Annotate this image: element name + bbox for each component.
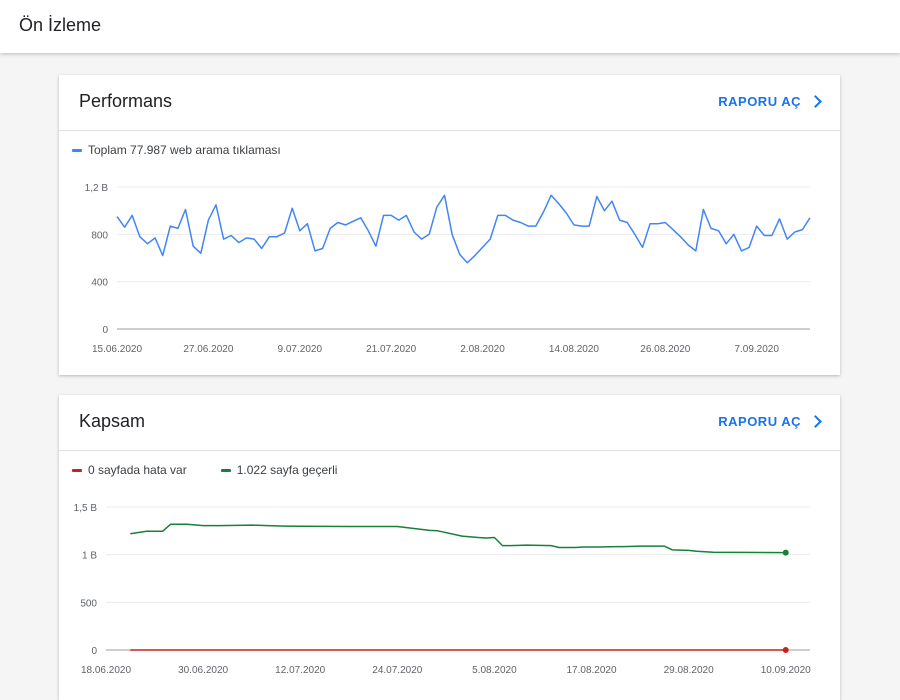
x-tick-label: 21.07.2020 bbox=[366, 344, 416, 355]
legend-item-valid[interactable]: 1.022 sayfa geçerli bbox=[220, 463, 338, 477]
x-tick-label: 30.06.2020 bbox=[178, 665, 228, 676]
coverage-chart: 0 500 1 B 1,5 B 18.06.2020 30.06.2020 12.07.20… bbox=[74, 503, 812, 676]
performance-card-header: Performans RAPORU AÇ bbox=[59, 75, 840, 131]
series-end-marker bbox=[782, 647, 789, 653]
legend-item-clicks[interactable]: Toplam 77.987 web arama tıklaması bbox=[72, 143, 281, 157]
performance-open-report-link[interactable]: RAPORU AÇ bbox=[718, 94, 822, 109]
coverage-card-header: Kapsam RAPORU AÇ bbox=[59, 395, 840, 451]
x-tick-label: 10.09.2020 bbox=[761, 665, 811, 676]
coverage-card: Kapsam RAPORU AÇ 0 sayfada hata var 1.02… bbox=[59, 395, 840, 700]
x-tick-label: 29.08.2020 bbox=[664, 665, 714, 676]
x-tick-label: 5.08.2020 bbox=[472, 665, 517, 676]
legend-swatch-clicks bbox=[72, 148, 82, 152]
legend-label-valid: 1.022 sayfa geçerli bbox=[236, 463, 338, 477]
x-tick-label: 27.06.2020 bbox=[183, 344, 233, 355]
y-tick-label: 500 bbox=[80, 598, 97, 609]
top-bar: Ön İzleme bbox=[0, 0, 900, 53]
coverage-open-report-label: RAPORU AÇ bbox=[718, 414, 801, 429]
y-tick-label: 0 bbox=[91, 646, 97, 657]
x-tick-label: 2.08.2020 bbox=[460, 344, 505, 355]
page-title: Ön İzleme bbox=[19, 15, 102, 35]
series-line bbox=[130, 523, 786, 554]
legend-label-errors: 0 sayfada hata var bbox=[88, 463, 187, 477]
legend-swatch-errors bbox=[72, 468, 82, 472]
y-tick-label: 800 bbox=[91, 230, 108, 241]
performance-legend: Toplam 77.987 web arama tıklaması bbox=[72, 143, 281, 157]
performance-title: Performans bbox=[79, 91, 173, 111]
legend-item-errors[interactable]: 0 sayfada hata var bbox=[72, 463, 187, 477]
y-tick-label: 0 bbox=[102, 325, 108, 336]
x-tick-label: 7.09.2020 bbox=[734, 344, 779, 355]
y-tick-label: 400 bbox=[91, 278, 108, 289]
y-tick-label: 1 B bbox=[82, 551, 97, 562]
performance-card: Performans RAPORU AÇ Toplam 77.987 web a… bbox=[59, 75, 840, 375]
legend-swatch-valid bbox=[220, 468, 231, 472]
performance-chart: 0 400 800 1,2 B 15.06.2020 27.06.2020 9.07.202… bbox=[85, 183, 811, 355]
x-tick-label: 26.08.2020 bbox=[640, 344, 690, 355]
x-tick-label: 15.06.2020 bbox=[92, 344, 142, 355]
series-line bbox=[116, 194, 811, 264]
coverage-open-report-link[interactable]: RAPORU AÇ bbox=[718, 414, 822, 429]
y-tick-label: 1,2 B bbox=[85, 183, 109, 194]
coverage-title: Kapsam bbox=[79, 411, 146, 431]
series-end-marker bbox=[782, 549, 789, 556]
x-tick-label: 12.07.2020 bbox=[275, 665, 325, 676]
x-tick-label: 24.07.2020 bbox=[372, 665, 422, 676]
x-tick-label: 18.06.2020 bbox=[81, 665, 131, 676]
x-tick-label: 9.07.2020 bbox=[278, 344, 323, 355]
legend-label-clicks: Toplam 77.987 web arama tıklaması bbox=[88, 143, 281, 157]
y-tick-label: 1,5 B bbox=[74, 503, 98, 514]
x-tick-label: 14.08.2020 bbox=[549, 344, 599, 355]
coverage-legend: 0 sayfada hata var 1.022 sayfa geçerli bbox=[72, 463, 337, 477]
x-tick-label: 17.08.2020 bbox=[566, 665, 616, 676]
performance-open-report-label: RAPORU AÇ bbox=[718, 94, 801, 109]
